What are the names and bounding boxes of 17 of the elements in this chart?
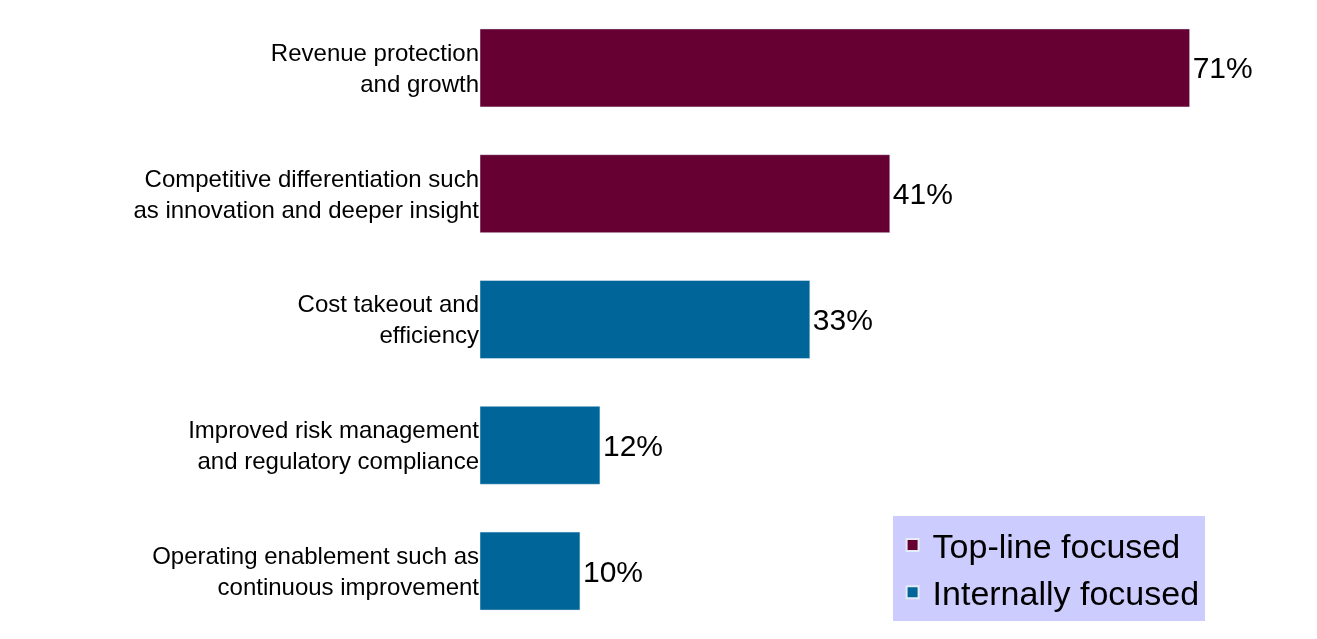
legend-label: Internally focused <box>932 574 1200 613</box>
bar <box>480 531 581 611</box>
data-label: 10% <box>582 554 643 588</box>
bar <box>480 406 601 485</box>
bar <box>480 154 891 233</box>
y-tick-label: Competitive differentiation such as innovation and deeper insight <box>133 164 480 223</box>
y-tick-label: Cost takeout and efficiency <box>297 290 479 349</box>
y-tick-label: Operating enablement such as continuous improvement <box>152 541 480 601</box>
bar <box>480 280 811 359</box>
y-tick-label: Revenue protection and growth <box>270 38 479 97</box>
bar <box>480 28 1190 108</box>
legend-label: Top-line focused <box>932 527 1181 566</box>
data-label: 12% <box>602 428 663 462</box>
data-label: 33% <box>812 303 873 336</box>
data-label: 71% <box>1192 51 1253 85</box>
data-label: 41% <box>892 177 953 211</box>
y-tick-label: Improved risk management and regulatory compliance <box>188 416 480 475</box>
